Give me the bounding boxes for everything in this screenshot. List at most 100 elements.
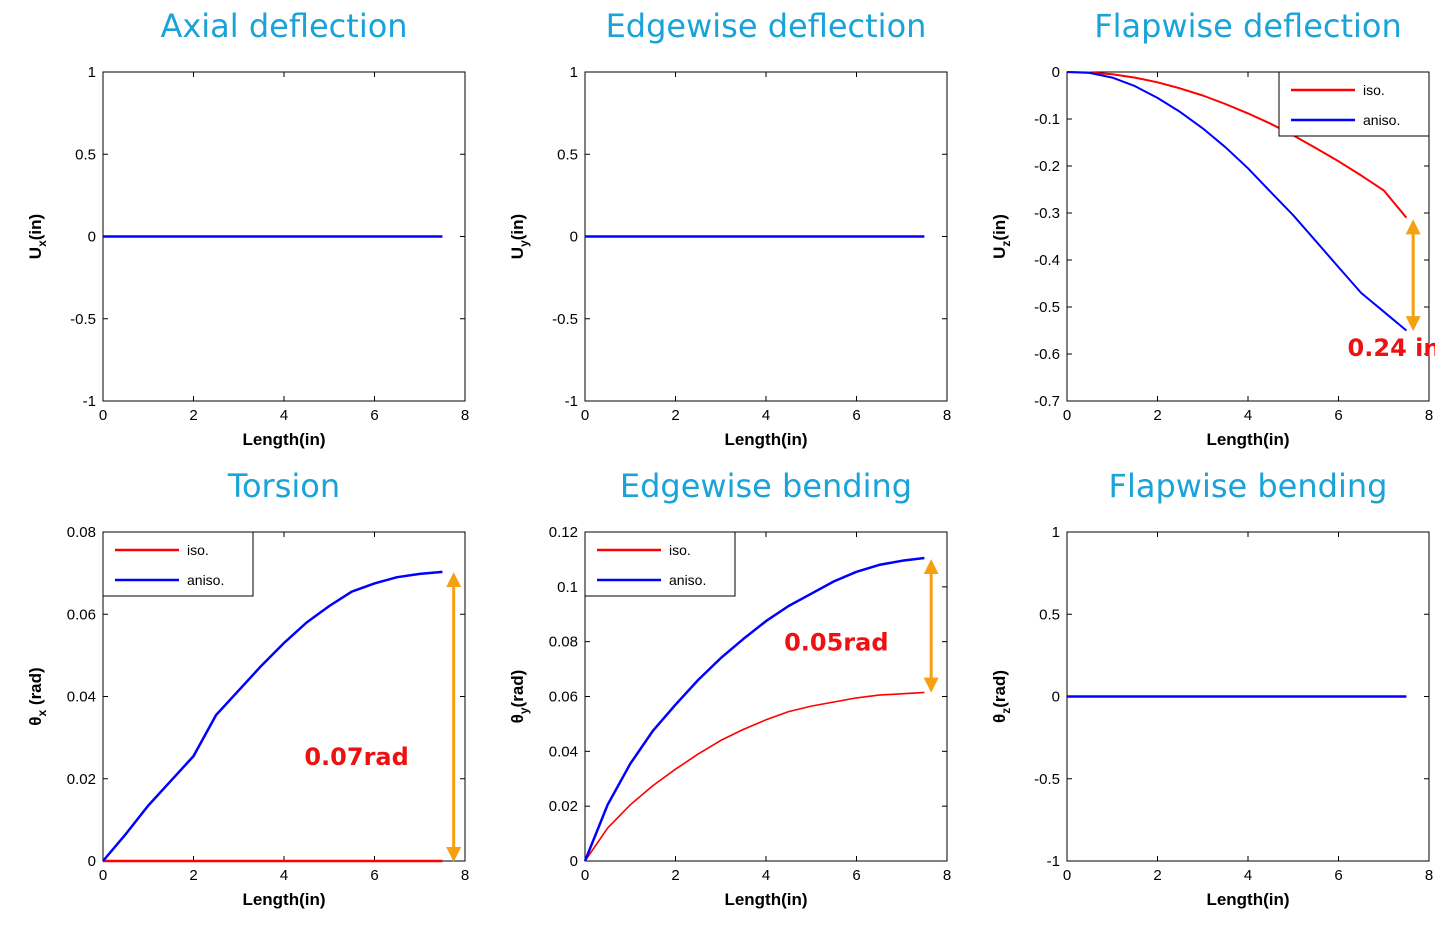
y-axis-label: θx (rad) — [26, 667, 49, 725]
y-tick-label: -0.5 — [70, 311, 96, 328]
x-tick-label: 6 — [852, 407, 860, 424]
y-tick-label: -0.4 — [1034, 252, 1060, 269]
x-axis-label: Length(in) — [724, 890, 807, 909]
y-tick-label: -0.3 — [1034, 205, 1060, 222]
y-tick-label: 0 — [570, 229, 578, 246]
x-tick-label: 6 — [370, 867, 378, 884]
x-tick-label: 0 — [581, 867, 589, 884]
y-tick-label: 0.06 — [67, 606, 96, 623]
y-tick-label: 0.04 — [549, 743, 578, 760]
x-tick-label: 2 — [189, 867, 197, 884]
series-line-aniso — [102, 570, 443, 862]
chart-panel-4: 0 2 4 6 8 0 0.02 0.04 0.06 0.08 Length(in) θx (rad)… — [26, 524, 469, 909]
y-tick-label: -0.2 — [1034, 158, 1060, 175]
legend-label: iso. — [187, 542, 209, 558]
y-tick-label: 0.5 — [557, 146, 578, 163]
x-tick-label: 4 — [280, 407, 288, 424]
legend-label: aniso. — [187, 572, 224, 588]
y-tick-label: 0.08 — [549, 634, 578, 651]
y-tick-label: 0.02 — [67, 771, 96, 788]
x-tick-label: 6 — [1334, 867, 1342, 884]
y-tick-label: 0 — [570, 853, 578, 870]
chart-panel-6: 0 2 4 6 8 -1 -0.5 0 0.5 1 Length(in) θz(rad) — [990, 524, 1433, 909]
y-tick-label: 0 — [88, 229, 96, 246]
chart-title: Flapwise deflection — [1094, 7, 1402, 45]
y-tick-label: 0.02 — [549, 798, 578, 815]
x-axis-label: Length(in) — [1206, 430, 1289, 449]
y-tick-label: 0.04 — [67, 689, 96, 706]
y-tick-label: 0 — [1052, 689, 1060, 706]
x-tick-label: 6 — [370, 407, 378, 424]
y-tick-label: -0.5 — [552, 311, 578, 328]
legend: iso. aniso. — [584, 531, 736, 597]
difference-label: 0.07rad — [304, 743, 408, 771]
x-tick-label: 8 — [461, 407, 469, 424]
y-tick-label: -1 — [1047, 853, 1060, 870]
y-tick-label: 0 — [88, 853, 96, 870]
chart-title: Edgewise deflection — [605, 7, 927, 45]
y-axis-label: θz(rad) — [990, 670, 1013, 723]
legend-box — [1278, 71, 1430, 137]
y-tick-label: 0.5 — [75, 146, 96, 163]
y-tick-label: 0 — [1052, 64, 1060, 81]
x-tick-label: 0 — [99, 867, 107, 884]
x-tick-label: 0 — [581, 407, 589, 424]
y-tick-label: 0.12 — [549, 524, 578, 541]
chart-title: Flapwise bending — [1108, 467, 1388, 505]
legend-label: aniso. — [1363, 112, 1400, 128]
series-line-iso — [584, 691, 925, 862]
x-tick-label: 2 — [1153, 407, 1161, 424]
difference-label: 0.24 in — [1348, 334, 1435, 362]
x-tick-label: 6 — [1334, 407, 1342, 424]
x-axis-label: Length(in) — [724, 430, 807, 449]
series-line-iso — [1066, 71, 1408, 219]
y-tick-label: 1 — [88, 64, 96, 81]
series-line-aniso — [1066, 71, 1408, 332]
legend-label: iso. — [1363, 82, 1385, 98]
x-tick-label: 0 — [99, 407, 107, 424]
y-tick-label: -1 — [83, 393, 96, 410]
x-tick-label: 2 — [671, 407, 679, 424]
y-tick-label: -0.5 — [1034, 299, 1060, 316]
x-tick-label: 8 — [461, 867, 469, 884]
y-axis-label: θy(rad) — [508, 670, 531, 724]
y-tick-label: -0.1 — [1034, 111, 1060, 128]
x-tick-label: 4 — [762, 867, 770, 884]
y-tick-label: 1 — [1052, 524, 1060, 541]
x-tick-label: 4 — [1244, 407, 1252, 424]
chart-title: Edgewise bending — [619, 467, 913, 505]
legend-label: aniso. — [669, 572, 706, 588]
x-tick-label: 4 — [280, 867, 288, 884]
legend-box — [102, 531, 254, 597]
chart-title: Axial deflection — [160, 7, 408, 45]
x-tick-label: 0 — [1063, 867, 1071, 884]
x-tick-label: 4 — [1244, 867, 1252, 884]
x-tick-label: 8 — [943, 407, 951, 424]
chart-panel-5: 0 2 4 6 8 0 0.02 0.04 0.06 0.08 0.1 0.12 Length(in) θ… — [508, 524, 951, 909]
y-tick-label: -0.5 — [1034, 771, 1060, 788]
x-tick-label: 2 — [189, 407, 197, 424]
x-tick-label: 8 — [1425, 407, 1433, 424]
chart-title: Torsion — [227, 467, 341, 505]
x-tick-label: 6 — [852, 867, 860, 884]
y-tick-label: 0.06 — [549, 689, 578, 706]
y-tick-label: -0.7 — [1034, 393, 1060, 410]
y-axis-label: Uy(in) — [508, 214, 531, 259]
x-tick-label: 2 — [671, 867, 679, 884]
series-line-aniso — [583, 556, 925, 862]
difference-label: 0.05rad — [784, 629, 888, 657]
x-tick-label: 2 — [1153, 867, 1161, 884]
x-tick-label: 0 — [1063, 407, 1071, 424]
y-tick-label: 1 — [570, 64, 578, 81]
x-tick-label: 8 — [1425, 867, 1433, 884]
chart-panel-3: 0 2 4 6 8 -0.7 -0.6 -0.5 -0.4 -0.3 -0.2 -0.1 0 Length… — [990, 64, 1435, 449]
x-tick-label: 4 — [762, 407, 770, 424]
chart-panel-2: 0 2 4 6 8 -1 -0.5 0 0.5 1 Length(in) Uy(in) — [508, 64, 951, 449]
legend-box — [584, 531, 736, 597]
x-tick-label: 8 — [943, 867, 951, 884]
legend: iso. aniso. — [1278, 71, 1430, 137]
legend-label: iso. — [669, 542, 691, 558]
x-axis-label: Length(in) — [242, 890, 325, 909]
